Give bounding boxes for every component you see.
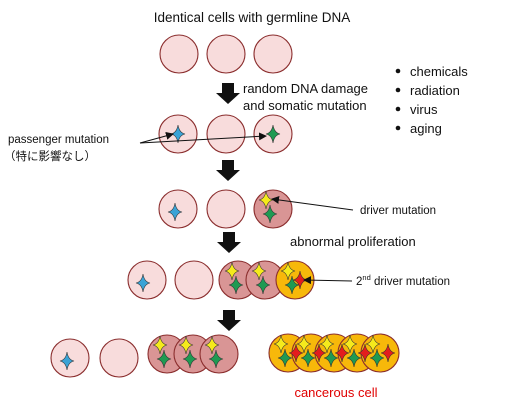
passenger-mutation-star-icon — [262, 204, 278, 224]
driver-mutation-star-icon — [251, 261, 267, 281]
driver-mutation-star-icon — [319, 334, 335, 354]
passenger-mutation-star-icon — [323, 348, 339, 368]
second-driver-mutation-label: 2nd driver mutation — [356, 273, 450, 288]
down-arrow-icon — [216, 160, 240, 181]
passenger-mutation-star-icon — [170, 124, 186, 144]
passenger-mutation-star-icon — [346, 348, 362, 368]
second-driver-mutation-star-icon — [357, 343, 373, 363]
bullet-icon — [395, 106, 401, 112]
driver-mutation-star-icon — [296, 334, 312, 354]
passenger-mutation-star-icon — [228, 275, 244, 295]
passenger-mutation-star-icon — [59, 351, 75, 371]
normal-cell — [206, 34, 246, 74]
driver-mutation-star-icon — [224, 261, 240, 281]
down-arrow-icon — [217, 310, 241, 331]
mutated-cell — [253, 189, 293, 229]
bullet-icon — [395, 87, 401, 93]
row-abnormal-proliferation — [127, 260, 315, 300]
proliferation-label: abnormal proliferation — [290, 234, 416, 249]
normal-cell — [159, 34, 199, 74]
mutated-cell — [199, 334, 239, 374]
driver-mutation-star-icon — [152, 335, 168, 355]
row-identical-cells — [159, 34, 293, 74]
passenger-mutation-star-icon — [167, 202, 183, 222]
passenger-mutation-star-icon — [156, 349, 172, 369]
cause-item: aging — [410, 121, 442, 136]
down-arrow-icon — [217, 232, 241, 253]
causes-list: chemicals radiation virus aging — [395, 64, 468, 136]
driver-mutation-star-icon — [273, 334, 289, 354]
cause-item: radiation — [410, 83, 460, 98]
passenger-mutation-star-icon — [255, 275, 271, 295]
row-passenger-mutation — [158, 114, 293, 154]
normal-cell — [99, 338, 139, 378]
bullet-icon — [395, 125, 401, 131]
pointer-arrow — [139, 131, 174, 144]
cause-item: chemicals — [410, 64, 468, 79]
second-driver-mutation-star-icon — [288, 343, 304, 363]
row-driver-mutation — [158, 189, 293, 229]
passenger-mutation-star-icon — [265, 124, 281, 144]
driver-mutation-star-icon — [204, 335, 220, 355]
passenger-mutation-note: （特に影響なし） — [4, 149, 96, 163]
second-driver-mutation-star-icon — [380, 343, 396, 363]
normal-cell — [127, 260, 167, 300]
normal-cell — [253, 34, 293, 74]
driver-mutation-star-icon — [280, 261, 296, 281]
passenger-mutation-star-icon — [277, 348, 293, 368]
driver-mutation-label: driver mutation — [360, 205, 436, 217]
normal-cell — [158, 189, 198, 229]
passenger-mutation-star-icon — [300, 348, 316, 368]
driver-mutation-star-icon — [342, 334, 358, 354]
driver-mutation-star-icon — [365, 334, 381, 354]
bullet-icon — [395, 68, 401, 74]
cancerous-cell-label: cancerous cell — [294, 385, 377, 400]
passenger-mutation-label: passenger mutation — [8, 134, 109, 146]
cause-item: virus — [410, 102, 438, 117]
second-driver-mutation-star-icon — [311, 343, 327, 363]
passenger-mutation-star-icon — [284, 275, 300, 295]
driver-mutation-star-icon — [178, 335, 194, 355]
normal-cell — [206, 114, 246, 154]
passenger-mutation-star-icon — [135, 273, 151, 293]
normal-cell — [50, 338, 90, 378]
normal-cell — [174, 260, 214, 300]
diagram-title: Identical cells with germline DNA — [154, 10, 351, 25]
passenger-mutation-star-icon — [369, 348, 385, 368]
step-label-somatic-mutation: and somatic mutation — [243, 98, 367, 113]
driver-mutation-star-icon — [258, 190, 274, 210]
step-label-dna-damage: random DNA damage — [243, 81, 368, 96]
passenger-mutation-star-icon — [182, 349, 198, 369]
down-arrow-icon — [216, 83, 240, 104]
passenger-mutation-star-icon — [208, 349, 224, 369]
normal-cell — [206, 189, 246, 229]
second-driver-mutation-star-icon — [334, 343, 350, 363]
pointer-arrow — [139, 132, 267, 144]
row-cancerous-cells — [50, 333, 400, 378]
pointer-arrow — [271, 195, 354, 211]
pointer-arrow — [303, 276, 353, 285]
